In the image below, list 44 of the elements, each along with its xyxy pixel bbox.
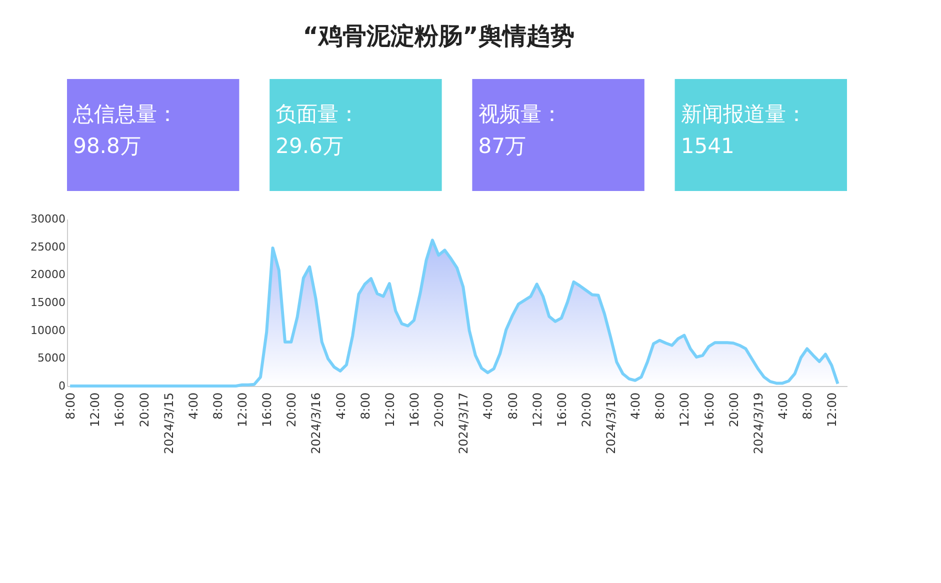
x-tick-label: 8:00: [210, 392, 225, 420]
x-tick-label: 8:00: [653, 392, 668, 420]
x-tick-label: 2024/3/18: [604, 392, 618, 454]
x-tick-label: 12:00: [825, 392, 840, 428]
x-tick-label: 8:00: [358, 392, 372, 420]
x-tick-label: 16:00: [554, 392, 569, 428]
x-tick-label: 20:00: [726, 392, 741, 428]
text: 新闻报道量： 1541: [680, 102, 807, 158]
x-tick-label: 8:00: [800, 392, 815, 420]
x-tick-label: 4:00: [776, 392, 790, 420]
chart-title: “鸡骨泥淀粉肠”舆情趋势: [302, 22, 574, 50]
x-tick-label: 2024/3/15: [162, 392, 176, 454]
text: 负面量： 29.6万: [276, 102, 360, 158]
x-tick-label: 12:00: [382, 392, 397, 428]
x-tick-label: 2024/3/16: [309, 392, 324, 454]
x-tick-label: 4:00: [481, 392, 496, 420]
x-tick-label: 12:00: [530, 392, 544, 428]
y-tick-label: 0: [58, 380, 66, 392]
x-tick-label: 2024/3/17: [456, 392, 471, 454]
y-tick-label: 5000: [38, 352, 66, 365]
x-tick-label: 4:00: [186, 392, 200, 420]
text: 视频量： 87万: [478, 102, 562, 158]
x-tick-label: 8:00: [64, 392, 78, 420]
x-tick-label: 20:00: [432, 392, 446, 428]
y-tick-label: 20000: [30, 268, 66, 282]
y-tick-label: 25000: [30, 240, 66, 254]
y-tick-label: 30000: [30, 212, 66, 226]
x-tick-label: 20:00: [284, 392, 299, 428]
y-tick-label: 10000: [30, 324, 66, 337]
x-tick-label: 16:00: [260, 392, 274, 428]
x-tick-label: 16:00: [408, 392, 422, 428]
x-tick-label: 12:00: [88, 392, 102, 428]
x-tick-label: 20:00: [137, 392, 152, 428]
x-tick-label: 16:00: [702, 392, 716, 428]
x-tick-label: 4:00: [334, 392, 348, 420]
y-tick-label: 15000: [30, 296, 66, 309]
x-tick-label: 16:00: [112, 392, 127, 428]
x-tick-label: 2024/3/19: [751, 392, 766, 454]
x-tick-label: 4:00: [628, 392, 643, 420]
x-tick-label: 20:00: [579, 392, 594, 428]
text: 总信息量： 98.8万: [72, 102, 178, 158]
x-tick-label: 12:00: [236, 392, 250, 428]
x-tick-label: 8:00: [506, 392, 520, 420]
x-tick-label: 12:00: [678, 392, 692, 428]
